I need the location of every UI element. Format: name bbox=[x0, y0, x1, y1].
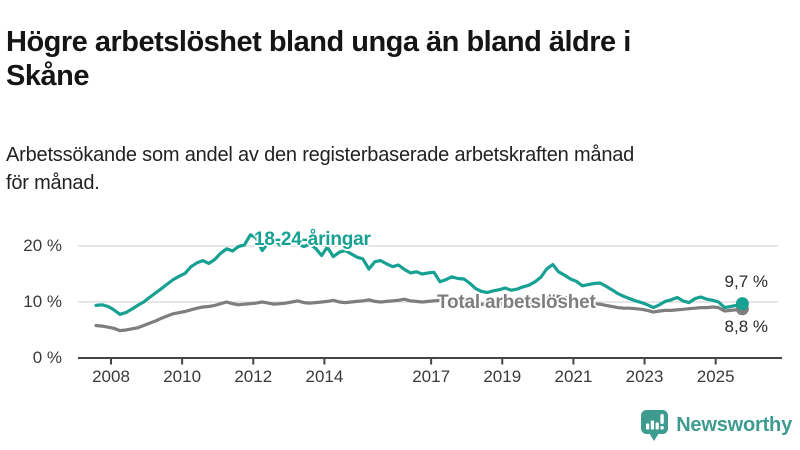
x-axis-label: 2021 bbox=[554, 367, 593, 386]
chart-subtitle: Arbetssökande som andel av den registerb… bbox=[6, 144, 635, 194]
y-axis-label: 0 % bbox=[32, 348, 62, 367]
end-value-label-young: 9,7 % bbox=[724, 272, 768, 291]
end-dot-young bbox=[735, 297, 749, 311]
line-18-24-aringar bbox=[94, 233, 745, 316]
x-axis-label: 2010 bbox=[163, 367, 202, 386]
series-label-total-arbetsloshet: Total arbetslöshet bbox=[437, 292, 596, 313]
end-value-label-total: 8,8 % bbox=[724, 317, 768, 336]
newsworthy-speech-bubble-icon bbox=[641, 409, 669, 441]
newsworthy-logo: Newsworthy bbox=[640, 408, 792, 442]
x-axis bbox=[78, 357, 782, 365]
x-axis-label: 2012 bbox=[234, 367, 273, 386]
page-title: Högre arbetslöshet bland unga än bland ä… bbox=[6, 26, 631, 93]
y-axis-label: 10 % bbox=[23, 292, 62, 311]
series-label-18-24-aringar: 18-24-åringar bbox=[254, 229, 371, 250]
x-axis-label: 2025 bbox=[696, 367, 735, 386]
x-axis-label: 2017 bbox=[412, 367, 451, 386]
x-axis-label: 2014 bbox=[305, 367, 344, 386]
x-axis-label: 2019 bbox=[483, 367, 522, 386]
x-axis-label: 2008 bbox=[92, 367, 130, 386]
x-axis-ticks bbox=[110, 358, 717, 365]
x-axis-label: 2023 bbox=[625, 367, 664, 386]
y-axis-label: 20 % bbox=[23, 236, 62, 255]
line-total-arbetsloshet bbox=[94, 293, 745, 333]
newsworthy-logo-text: Newsworthy bbox=[676, 414, 792, 436]
